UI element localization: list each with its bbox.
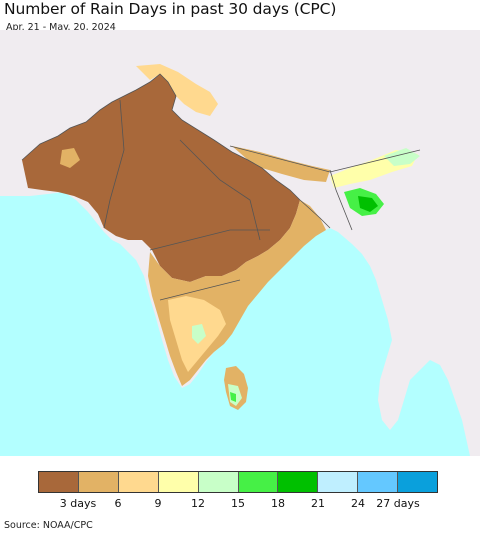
map-title: Number of Rain Days in past 30 days (CPC… <box>4 0 337 18</box>
legend-tick-label: 18 <box>271 497 285 510</box>
legend-tick-label: 24 <box>351 497 365 510</box>
region-15-days-south <box>192 324 206 344</box>
legend-swatch: #c8ffc8 <box>197 472 238 492</box>
legend-tick-label: 21 <box>311 497 325 510</box>
sri-lanka-wetter <box>230 392 236 402</box>
legend-swatch: #46f046 <box>237 472 278 492</box>
legend-tick-label: 15 <box>231 497 245 510</box>
region-6-days-west <box>60 148 80 168</box>
legend-swatch: #ffffaa <box>157 472 198 492</box>
legend-tick-label: 12 <box>191 497 205 510</box>
legend-tick-label: 27 days <box>376 497 420 510</box>
region-21-days-ne <box>358 196 378 212</box>
data-source: Source: NOAA/CPC <box>4 520 93 531</box>
legend-swatch: #00c000 <box>277 472 318 492</box>
legend-tick-label: 9 <box>154 497 162 510</box>
color-scale-legend: #a8683a#e2b265#ffd98f#ffffaa#c8ffc8#46f0… <box>38 471 438 493</box>
region-6-days-nepal <box>232 146 330 182</box>
legend-swatch: #64c8ff <box>357 472 398 492</box>
legend-swatch: #ffd98f <box>117 472 158 492</box>
legend-swatch: #bfefff <box>317 472 358 492</box>
legend-swatch: #0aa0dc <box>397 472 438 492</box>
legend-tick-label: 6 <box>114 497 122 510</box>
rain-days-map <box>0 30 480 456</box>
region-9-days-north <box>136 64 218 116</box>
legend-swatch: #a8683a <box>39 472 78 492</box>
legend-swatch: #e2b265 <box>77 472 118 492</box>
legend-tick-label: 3 days <box>59 497 97 510</box>
borders <box>21 73 421 301</box>
date-range: Apr. 21 - May. 20, 2024 <box>6 22 116 33</box>
